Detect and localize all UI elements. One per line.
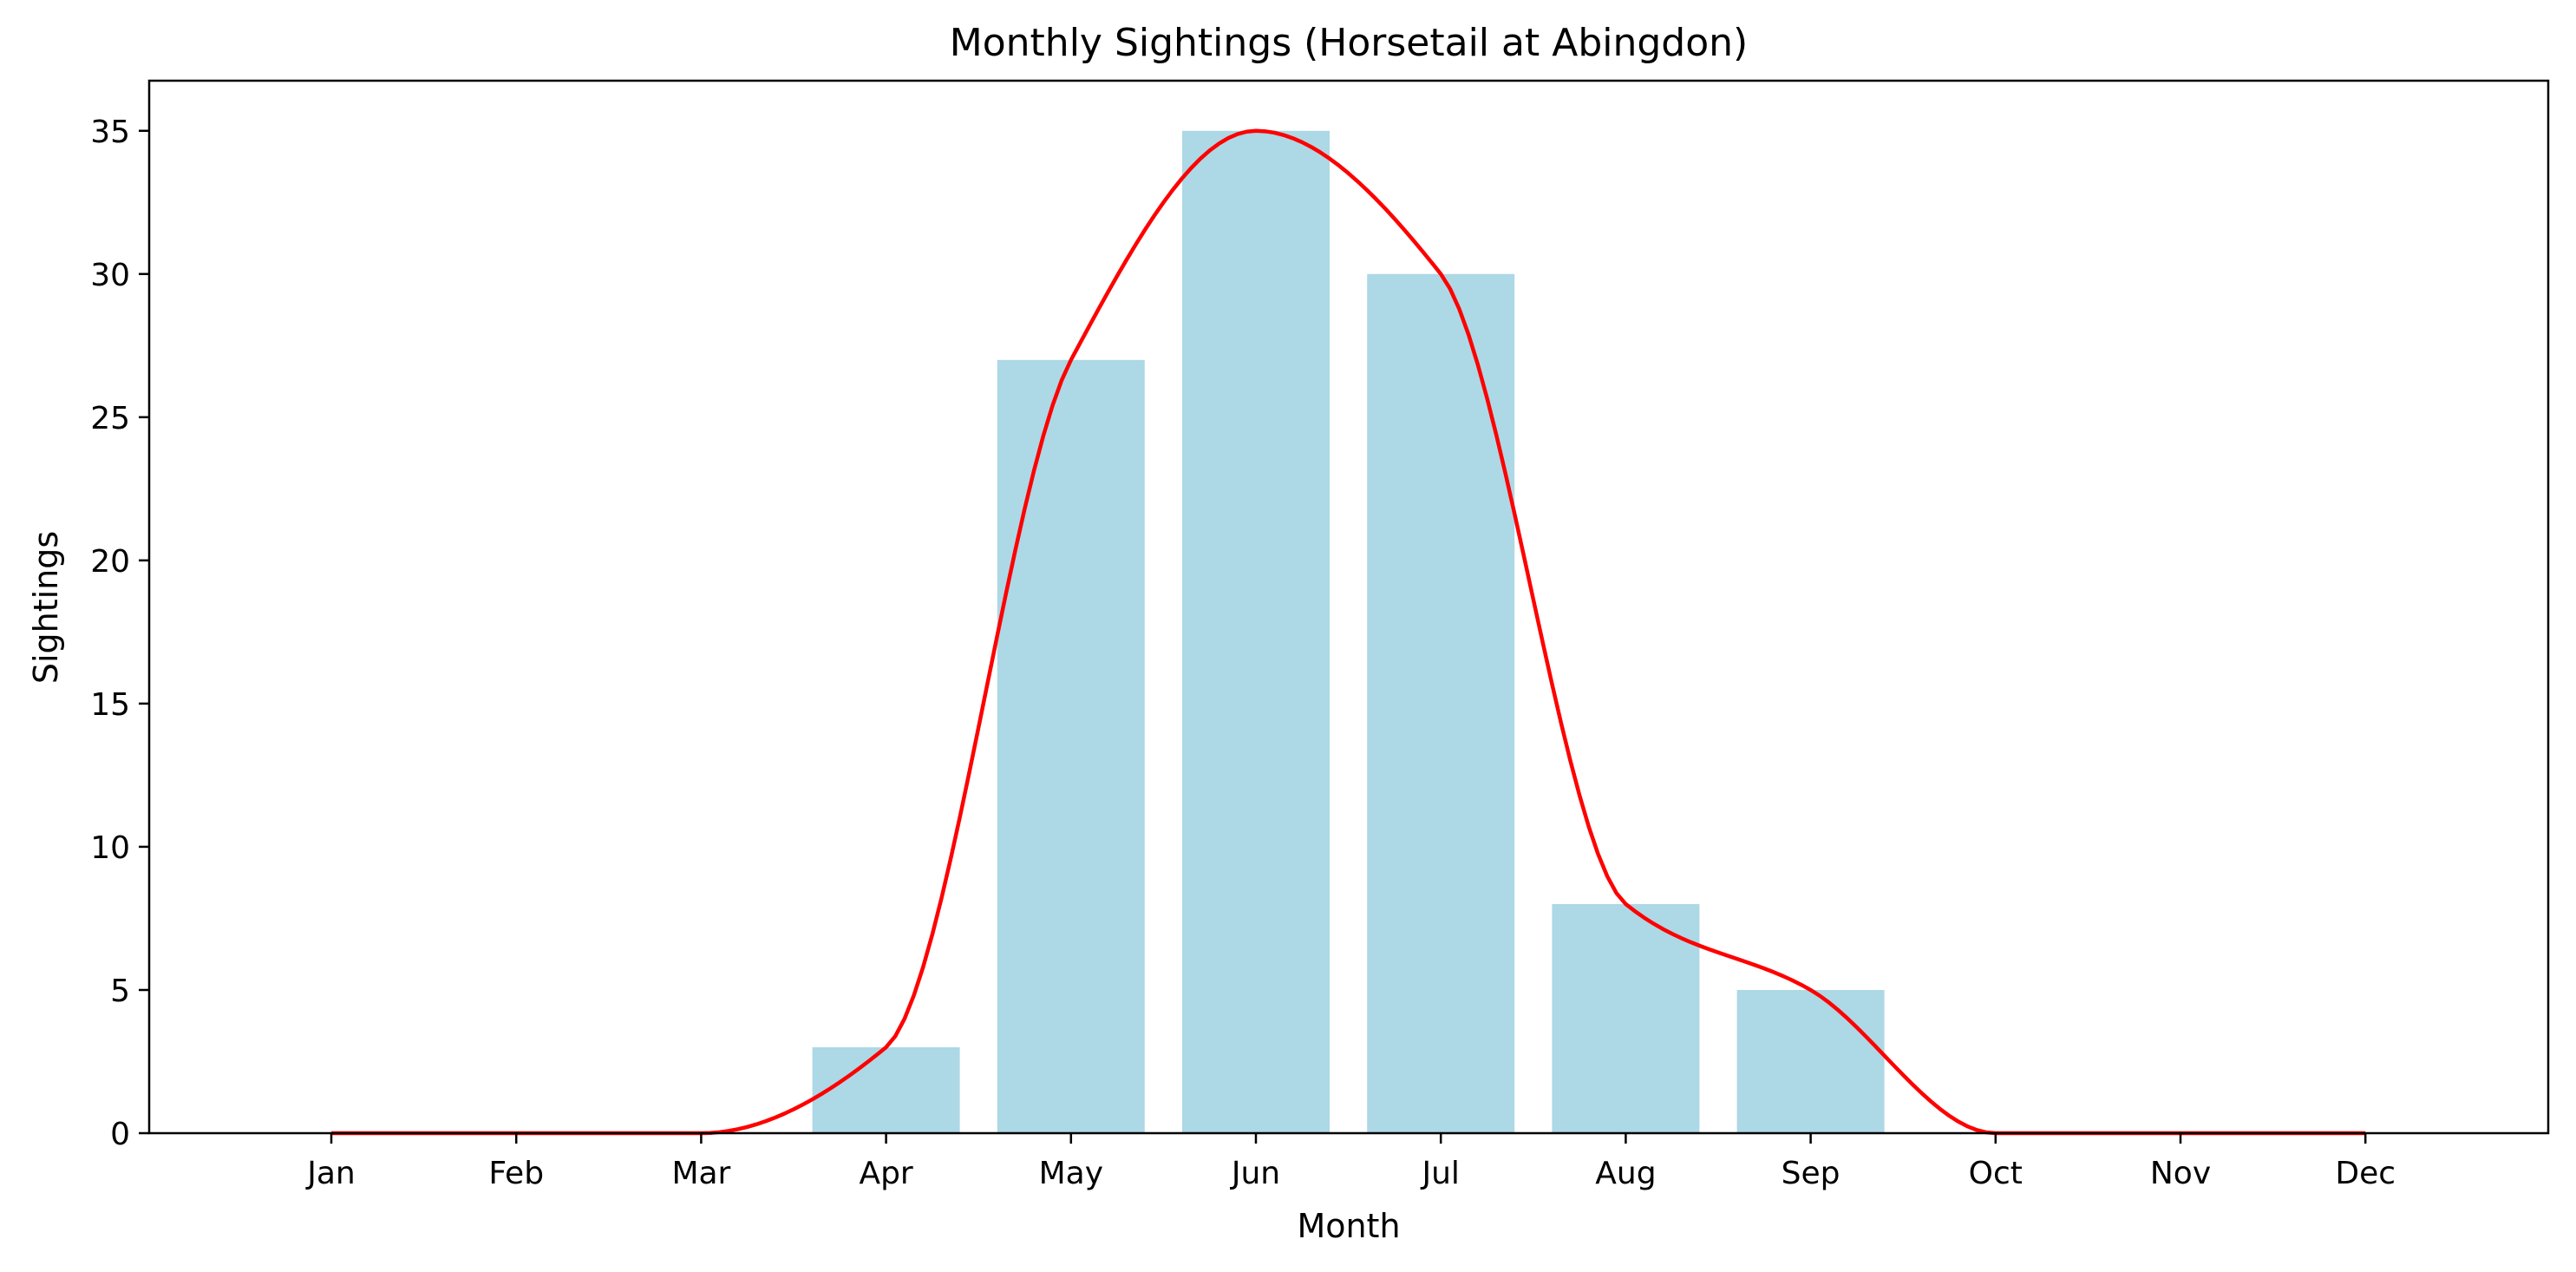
bar-apr xyxy=(812,1046,960,1133)
y-tick-label: 15 xyxy=(90,687,130,723)
bar-jun xyxy=(1182,130,1330,1133)
x-axis-label: Month xyxy=(1297,1207,1400,1245)
x-tick-label: Nov xyxy=(2150,1156,2211,1191)
x-tick-label: Sep xyxy=(1782,1156,1840,1191)
x-tick-label: Jul xyxy=(1420,1156,1459,1191)
chart-title: Monthly Sightings (Horsetail at Abingdon… xyxy=(950,21,1748,65)
x-tick-label: Mar xyxy=(671,1156,730,1191)
y-tick-label: 20 xyxy=(90,544,130,580)
x-tick-label: Jan xyxy=(305,1156,356,1191)
x-tick-label: Aug xyxy=(1595,1156,1656,1191)
plot-frame xyxy=(147,79,2550,1135)
y-tick-label: 30 xyxy=(90,258,130,293)
bar-jul xyxy=(1367,273,1515,1134)
x-tick-label: Jun xyxy=(1230,1156,1280,1191)
x-axis: Jan Feb Mar Apr May Jun Jul Aug Sep Oct Nov Dec xyxy=(305,1133,2396,1191)
y-tick-label: 35 xyxy=(90,115,130,150)
y-axis-label: Sightings xyxy=(27,531,65,684)
y-tick-label: 10 xyxy=(90,830,130,866)
x-tick-label: Apr xyxy=(859,1156,912,1191)
x-tick-label: Dec xyxy=(2335,1156,2396,1191)
y-tick-label: 25 xyxy=(90,401,130,436)
bar-sep xyxy=(1736,989,1885,1133)
y-tick-label: 0 xyxy=(110,1117,130,1152)
bar-may xyxy=(997,359,1145,1134)
x-tick-label: Feb xyxy=(488,1156,544,1191)
y-axis: 0 5 10 15 20 25 30 35 xyxy=(90,115,149,1152)
y-tick-label: 5 xyxy=(110,974,130,1009)
x-tick-label: May xyxy=(1039,1156,1103,1191)
bar-aug xyxy=(1552,903,1700,1133)
trend-line xyxy=(331,128,2366,1136)
x-tick-label: Oct xyxy=(1969,1156,2023,1191)
bar-group xyxy=(812,130,1885,1134)
